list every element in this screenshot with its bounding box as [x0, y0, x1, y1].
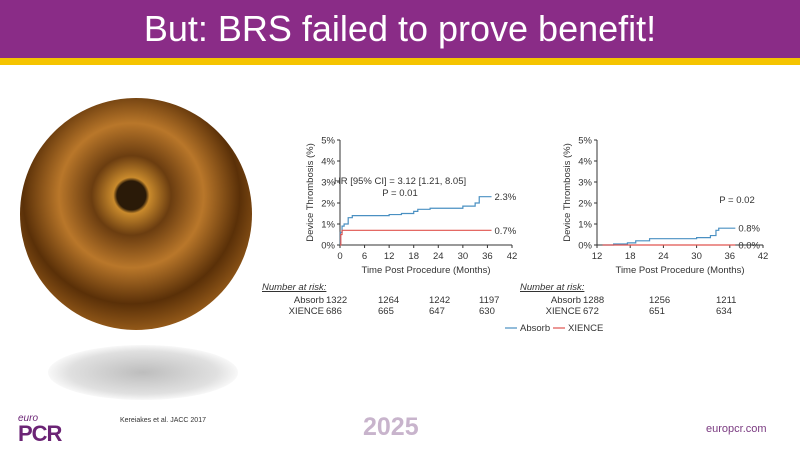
x-tick-label: 18 [408, 251, 419, 262]
x-tick-label: 0 [337, 251, 342, 262]
risk-row-name: XIENCE [545, 306, 581, 317]
slide-title: But: BRS failed to prove benefit! [0, 0, 800, 58]
risk-value: 647 [429, 306, 445, 317]
y-tick-label: 4% [321, 157, 335, 168]
end-label-xience: 0.7% [495, 226, 517, 237]
europcr-logo: euro PCR [18, 413, 62, 446]
end-label-absorb: 0.8% [738, 224, 760, 235]
risk-value: 672 [583, 306, 599, 317]
risk-value: 686 [326, 306, 342, 317]
x-tick-label: 18 [625, 251, 636, 262]
risk-label: Number at risk: [520, 282, 585, 293]
risk-value: 1288 [583, 295, 605, 306]
end-label-xience: 0.0% [738, 241, 760, 252]
x-tick-label: 42 [507, 251, 518, 262]
risk-value: 630 [479, 306, 495, 317]
series-xience [340, 229, 492, 246]
risk-value: 1264 [378, 295, 400, 306]
risk-value: 665 [378, 306, 394, 317]
y-tick-label: 1% [578, 220, 592, 231]
x-tick-label: 12 [384, 251, 395, 262]
y-axis-label: Device Thrombosis (%) [305, 143, 316, 242]
risk-value: 1322 [326, 295, 348, 306]
risk-row-name: XIENCE [288, 306, 324, 317]
risk-value: 634 [716, 306, 732, 317]
image-shadow [48, 345, 238, 400]
y-tick-label: 5% [321, 136, 335, 147]
x-tick-label: 12 [592, 251, 603, 262]
year: 2025 [363, 413, 419, 441]
series-absorb [602, 227, 736, 246]
risk-value: 1242 [429, 295, 451, 306]
risk-row-name: Absorb [550, 295, 581, 306]
risk-value: 651 [649, 306, 665, 317]
x-axis-label: Time Post Procedure (Months) [362, 265, 491, 276]
end-label-absorb: 2.3% [495, 192, 517, 203]
annotation: P = 0.01 [382, 188, 417, 199]
y-tick-label: 1% [321, 220, 335, 231]
x-axis-label: Time Post Procedure (Months) [616, 265, 745, 276]
series-absorb [339, 196, 492, 246]
y-tick-label: 4% [578, 157, 592, 168]
y-tick-label: 0% [578, 241, 592, 252]
legend-absorb: Absorb [520, 323, 550, 334]
risk-row-name: Absorb [293, 295, 324, 306]
oct-image [20, 98, 252, 330]
risk-value: 1197 [479, 295, 500, 306]
x-tick-label: 6 [362, 251, 367, 262]
x-tick-label: 30 [458, 251, 469, 262]
x-tick-label: 36 [725, 251, 736, 262]
logo-big: PCR [18, 421, 62, 446]
y-tick-label: 2% [321, 199, 335, 210]
website[interactable]: europcr.com [706, 423, 767, 435]
accent-stripe [0, 58, 800, 65]
x-tick-label: 24 [658, 251, 669, 262]
y-axis-label: Device Thrombosis (%) [562, 143, 573, 242]
y-tick-label: 5% [578, 136, 592, 147]
y-tick-label: 3% [321, 178, 335, 189]
logo-small: euro [18, 413, 39, 424]
x-tick-label: 30 [691, 251, 702, 262]
risk-value: 1211 [716, 295, 737, 306]
x-tick-label: 24 [433, 251, 444, 262]
x-tick-label: 36 [482, 251, 493, 262]
risk-value: 1256 [649, 295, 671, 306]
annotation: HR [95% CI] = 3.12 [1.21, 8.05] [334, 176, 466, 187]
citation: Kereiakes et al. JACC 2017 [120, 417, 206, 424]
y-tick-label: 3% [578, 178, 592, 189]
risk-label: Number at risk: [262, 282, 327, 293]
x-tick-label: 42 [758, 251, 769, 262]
y-tick-label: 0% [321, 241, 335, 252]
y-tick-label: 2% [578, 199, 592, 210]
annotation: P = 0.02 [719, 195, 754, 206]
legend-xience: XIENCE [568, 323, 603, 334]
